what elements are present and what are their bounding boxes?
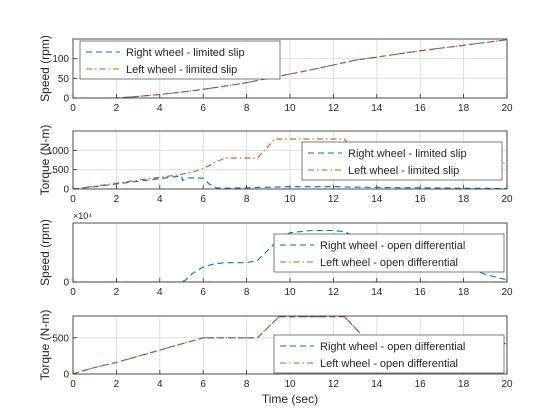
series-line-left-wheel: [73, 316, 507, 374]
x-tick-label: 0: [70, 379, 76, 390]
legend: Right wheel - limited slip Left wheel - l…: [79, 40, 281, 80]
x-tick-label: 16: [415, 103, 427, 114]
y-tick-label: 500: [52, 333, 69, 344]
axes-box: [72, 130, 508, 190]
series-line-left-wheel: [73, 39, 507, 98]
x-tick-label: 12: [328, 103, 340, 114]
legend: Right wheel - open differential Left whee…: [273, 334, 505, 374]
x-tick-label: 0: [70, 287, 76, 298]
legend-entry: Left wheel - open differential: [320, 358, 458, 370]
x-tick-label: 18: [458, 103, 470, 114]
y-axis-label: Torque (N-m): [38, 310, 52, 381]
legend-entry: Right wheel - limited slip: [126, 47, 245, 59]
x-tick-label: 2: [114, 287, 120, 298]
y-tick-label: 1000: [47, 146, 70, 157]
y-tick-label: 50: [58, 74, 70, 85]
x-tick-label: 6: [200, 379, 206, 390]
x-tick-label: 14: [371, 287, 383, 298]
y-axis-label: Speed (rpm): [38, 35, 52, 102]
legend-entry: Right wheel - limited slip: [348, 148, 467, 160]
x-tick-label: 16: [415, 287, 427, 298]
x-tick-label: 12: [328, 194, 340, 205]
x-tick-label: 20: [501, 379, 513, 390]
y-tick-label: 0: [63, 94, 69, 105]
subplot-3: 0 2 4 6 8 10 12 14 16 18 20 0 ×10⁴ Speed (rpm) Right w…: [38, 211, 513, 298]
x-tick-label: 4: [157, 379, 163, 390]
y-tick-label: 500: [52, 165, 69, 176]
y-axis-label: Torque (N-m): [38, 125, 52, 196]
legend: Right wheel - open differential Left whee…: [273, 233, 505, 273]
x-tick-label: 16: [415, 194, 427, 205]
x-tick-label: 10: [284, 194, 296, 205]
x-tick-label: 6: [200, 287, 206, 298]
y-tick-label: 0: [63, 278, 69, 289]
legend: Right wheel - limited slip Left wheel - l…: [301, 141, 503, 181]
x-tick-label: 20: [501, 287, 513, 298]
x-tick-label: 6: [200, 103, 206, 114]
x-tick-label: 2: [114, 379, 120, 390]
legend-entry: Right wheel - open differential: [320, 240, 465, 252]
x-tick-label: 8: [244, 287, 250, 298]
x-tick-label: 18: [458, 287, 470, 298]
x-tick-label: 18: [458, 194, 470, 205]
x-tick-label: 20: [501, 194, 513, 205]
legend-entry: Right wheel - open differential: [320, 341, 465, 353]
axes-box: [72, 222, 508, 283]
y-tick-label: 100: [52, 54, 69, 65]
shared-xlabel: Time (sec): [262, 392, 318, 406]
x-tick-label: 8: [244, 194, 250, 205]
x-tick-label: 16: [415, 379, 427, 390]
y-tick-label: 0: [63, 185, 69, 196]
x-tick-label: 4: [157, 287, 163, 298]
legend-entry: Left wheel - open differential: [320, 257, 458, 269]
legend-entry: Left wheel - limited slip: [126, 64, 237, 76]
x-tick-label: 12: [328, 379, 340, 390]
x-tick-label: 14: [371, 103, 383, 114]
x-tick-label: 10: [284, 379, 296, 390]
x-tick-label: 18: [458, 379, 470, 390]
x-tick-label: 14: [371, 194, 383, 205]
legend-box: [301, 141, 503, 181]
x-tick-label: 4: [157, 103, 163, 114]
x-tick-label: 2: [114, 103, 120, 114]
y-axis-label: Speed (rpm): [38, 219, 52, 286]
y-tick-label: 0: [63, 370, 69, 381]
x-tick-label: 6: [200, 194, 206, 205]
x-tick-label: 20: [501, 103, 513, 114]
x-tick-label: 4: [157, 194, 163, 205]
x-tick-label: 8: [244, 103, 250, 114]
x-tick-label: 0: [70, 194, 76, 205]
x-tick-label: 14: [371, 379, 383, 390]
x-tick-label: 0: [70, 103, 76, 114]
y-exponent-label: ×10⁴: [73, 211, 92, 221]
axes-box: [72, 38, 508, 99]
x-tick-label: 12: [328, 287, 340, 298]
legend-box: [273, 233, 505, 273]
x-tick-label: 8: [244, 379, 250, 390]
legend-entry: Left wheel - limited slip: [348, 165, 459, 177]
legend-box: [273, 334, 505, 374]
axes-box: [72, 315, 508, 375]
x-tick-label: 10: [284, 287, 296, 298]
legend-box: [79, 40, 281, 80]
x-tick-label: 10: [284, 103, 296, 114]
x-tick-label: 2: [114, 194, 120, 205]
